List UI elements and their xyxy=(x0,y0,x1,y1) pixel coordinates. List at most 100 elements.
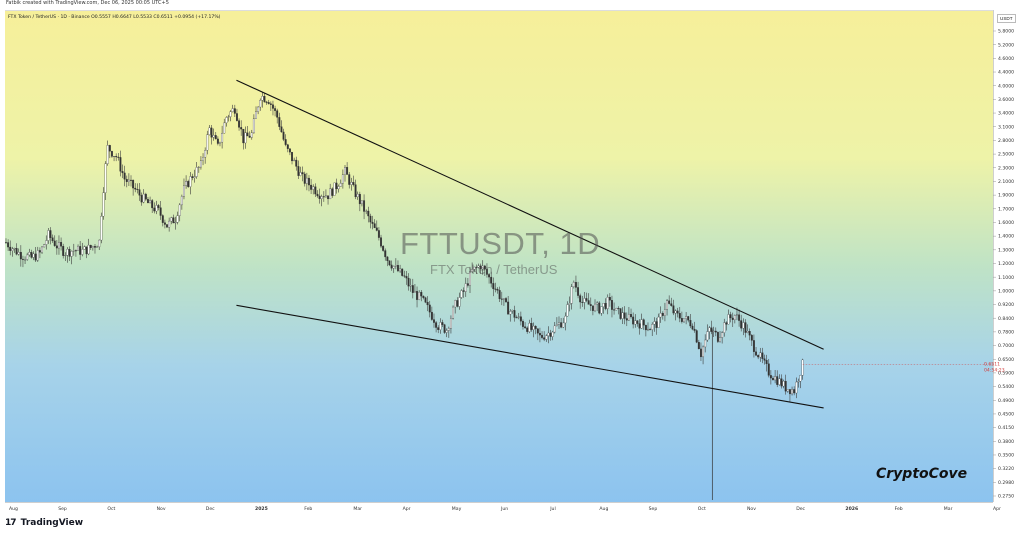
candle-body xyxy=(611,300,613,310)
time-axis[interactable] xyxy=(5,502,993,515)
candle-body xyxy=(687,316,690,321)
candle-body xyxy=(483,265,486,270)
candle-body xyxy=(551,331,554,337)
candle-body xyxy=(187,181,190,187)
tradingview-logo-text: TradingView xyxy=(20,518,84,528)
candle-body xyxy=(108,145,111,152)
candle-body xyxy=(68,248,71,257)
x-tick-label: May xyxy=(452,506,462,512)
candle-body xyxy=(172,217,175,224)
candle-body xyxy=(106,145,109,164)
candle-body xyxy=(782,380,785,387)
candle-body xyxy=(566,304,569,317)
candle-body xyxy=(799,375,802,382)
candle-body xyxy=(666,300,669,310)
y-tick-label: 4.0000 xyxy=(998,83,1014,89)
candle-body xyxy=(170,217,173,222)
candle-body xyxy=(227,116,230,118)
candle-body xyxy=(706,331,709,341)
candle-body xyxy=(430,311,433,320)
candle-body xyxy=(352,182,355,185)
candle-body xyxy=(189,176,192,187)
candle-body xyxy=(659,312,662,318)
candle-body xyxy=(28,252,31,256)
candle-body xyxy=(606,297,609,309)
candle-body xyxy=(293,159,296,162)
candle-body xyxy=(269,103,272,105)
candle-body xyxy=(79,246,82,255)
candle-body xyxy=(744,322,747,333)
candle-body xyxy=(697,342,700,350)
candle-body xyxy=(388,260,391,266)
candle-body xyxy=(625,318,628,321)
candle-body xyxy=(49,230,52,238)
y-tick-label: 4.6000 xyxy=(998,56,1014,62)
candle-body xyxy=(149,200,152,204)
candle-body xyxy=(598,302,601,314)
candle-body xyxy=(797,381,800,383)
candle-body xyxy=(382,246,385,251)
candle-body xyxy=(560,322,563,328)
candle-body xyxy=(123,172,126,180)
candle-body xyxy=(589,304,592,306)
y-tick-label: 2.5000 xyxy=(998,152,1014,158)
candle-body xyxy=(585,298,588,301)
candle-body xyxy=(772,377,774,381)
candle-body xyxy=(570,286,573,304)
candle-body xyxy=(795,381,798,394)
candle-body xyxy=(642,319,645,326)
candle-body xyxy=(333,182,336,196)
tradingview-logo[interactable]: 17 TradingView xyxy=(5,518,83,528)
candle-body xyxy=(174,222,177,224)
y-tick-label: 3.4000 xyxy=(998,111,1014,117)
candle-body xyxy=(288,148,291,153)
price-axis[interactable] xyxy=(993,10,1024,502)
candle-body xyxy=(110,151,113,157)
currency-label[interactable]: USDT xyxy=(997,14,1016,23)
candle-body xyxy=(282,131,285,140)
candle-body xyxy=(502,298,505,300)
y-tick-label: 1.7000 xyxy=(998,206,1014,212)
candle-body xyxy=(653,321,656,325)
candle-body xyxy=(193,176,196,178)
candle-body xyxy=(752,340,755,352)
candle-body xyxy=(363,200,366,212)
candle-body xyxy=(7,242,10,248)
candle-body xyxy=(119,157,122,172)
candle-body xyxy=(214,135,217,140)
candle-body xyxy=(242,128,245,144)
candle-body xyxy=(693,328,696,331)
candle-body xyxy=(301,172,304,175)
candle-body xyxy=(649,329,652,331)
candle-body xyxy=(411,285,414,293)
candle-body xyxy=(310,184,313,190)
candle-body xyxy=(685,316,688,319)
candle-body xyxy=(210,127,213,138)
candle-body xyxy=(651,324,654,330)
candle-body xyxy=(140,195,143,203)
candle-body xyxy=(420,291,423,297)
candle-body xyxy=(365,210,368,212)
candle-body xyxy=(522,321,524,327)
candle-body xyxy=(581,301,584,303)
candle-body xyxy=(261,96,264,101)
x-tick-label: Jul xyxy=(549,506,556,512)
chart-pane[interactable] xyxy=(5,10,993,503)
y-tick-label: 0.5400 xyxy=(998,384,1014,390)
candle-body xyxy=(305,177,308,184)
candle-body xyxy=(178,204,181,216)
y-tick-label: 3.6000 xyxy=(998,97,1014,103)
y-tick-label: 0.6500 xyxy=(998,357,1014,363)
candle-body xyxy=(26,254,29,260)
x-tick-label: Nov xyxy=(157,506,166,512)
candle-body xyxy=(591,305,594,311)
chart-credit: Fatbik created with TradingView.com, Dec… xyxy=(6,0,169,6)
candle-body xyxy=(449,318,452,329)
candle-body xyxy=(638,323,641,329)
candle-body xyxy=(308,177,310,186)
candle-body xyxy=(130,179,132,181)
candle-body xyxy=(445,330,448,333)
candle-body xyxy=(604,303,607,309)
candle-body xyxy=(443,324,446,333)
candle-body xyxy=(394,265,397,267)
